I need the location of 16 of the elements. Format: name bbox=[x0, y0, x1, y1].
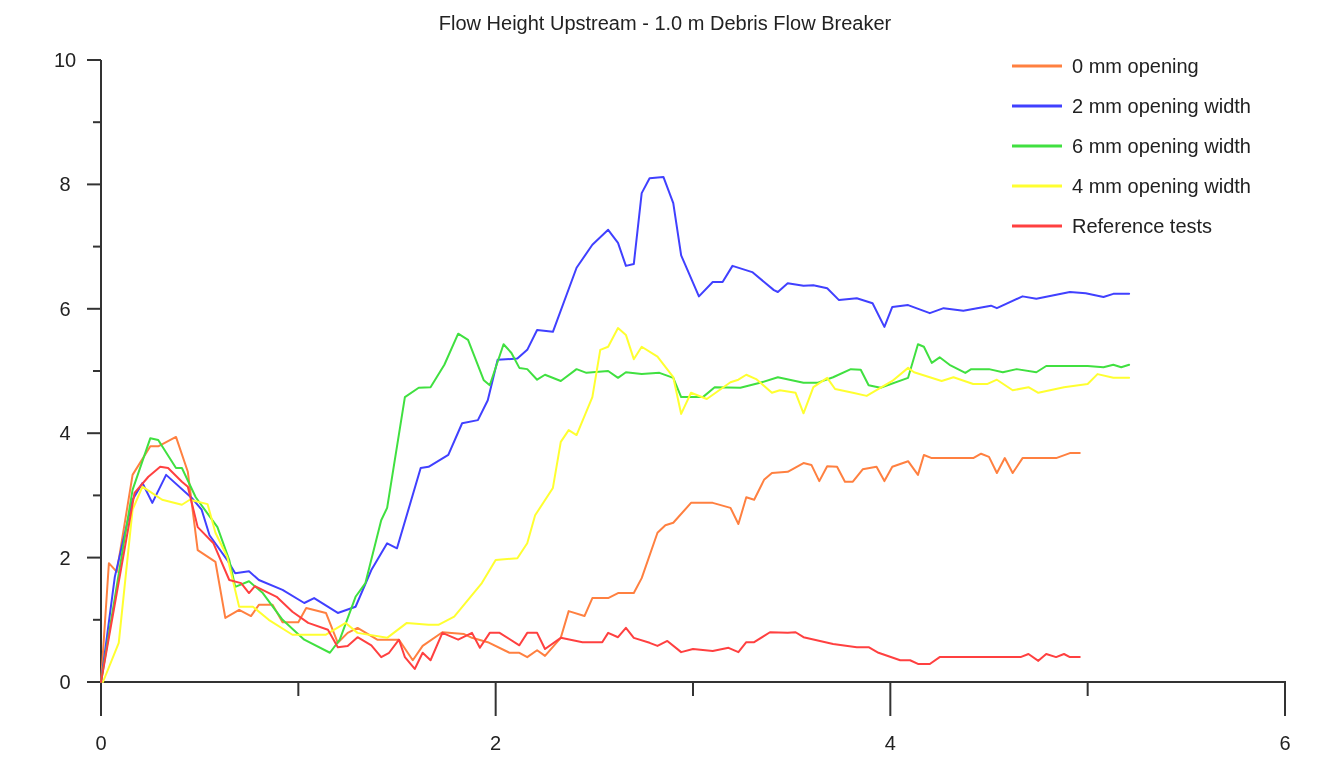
x-tick-label: 6 bbox=[1279, 732, 1291, 754]
y-tick-label: 2 bbox=[59, 546, 71, 569]
y-tick-label: 8 bbox=[59, 173, 71, 196]
y-tick-label: 10 bbox=[53, 49, 77, 71]
legend-label: 2 mm opening width bbox=[1072, 95, 1251, 117]
legend-label: 0 mm opening bbox=[1072, 55, 1199, 77]
y-tick-label: 6 bbox=[59, 297, 71, 320]
y-tick-label: 0 bbox=[59, 671, 71, 693]
legend-label: 4 mm opening width bbox=[1072, 175, 1251, 197]
legend-label: Reference tests bbox=[1072, 215, 1213, 237]
x-tick-label: 2 bbox=[490, 732, 502, 754]
legend-label: 6 mm opening width bbox=[1072, 135, 1251, 157]
chart-title: Flow Height Upstream - 1.0 m Debris Flow Breaker bbox=[438, 12, 892, 34]
y-tick-label: 4 bbox=[59, 422, 71, 445]
x-tick-label: 0 bbox=[95, 732, 107, 754]
x-tick-label: 4 bbox=[884, 732, 896, 754]
